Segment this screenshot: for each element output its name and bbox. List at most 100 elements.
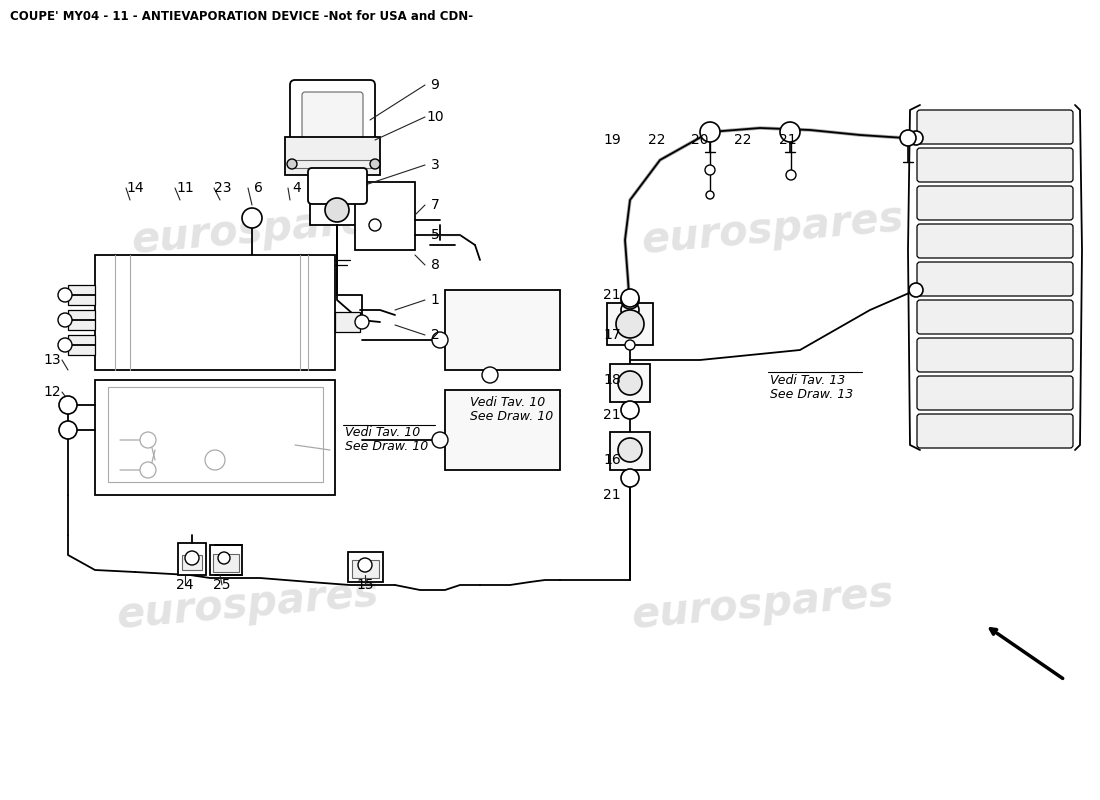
- Text: 10: 10: [426, 110, 443, 124]
- Circle shape: [618, 438, 642, 462]
- FancyBboxPatch shape: [917, 338, 1072, 372]
- Circle shape: [432, 332, 448, 348]
- Bar: [68, 335, 95, 355]
- Bar: [355, 182, 415, 250]
- Circle shape: [140, 462, 156, 478]
- Text: eurospares: eurospares: [630, 573, 895, 638]
- FancyBboxPatch shape: [917, 224, 1072, 258]
- FancyBboxPatch shape: [302, 92, 363, 138]
- Text: 17: 17: [603, 328, 620, 342]
- Text: 12: 12: [43, 385, 60, 399]
- Bar: [95, 255, 336, 370]
- Circle shape: [706, 191, 714, 199]
- Text: 5: 5: [430, 228, 439, 242]
- FancyBboxPatch shape: [290, 80, 375, 150]
- Circle shape: [242, 208, 262, 228]
- Text: Vedi Tav. 10: Vedi Tav. 10: [470, 395, 546, 409]
- Text: 4: 4: [293, 181, 301, 195]
- Text: Vedi Tav. 10: Vedi Tav. 10: [345, 426, 420, 438]
- Text: 25: 25: [213, 578, 231, 592]
- Bar: [610, 432, 650, 470]
- Text: 23: 23: [214, 181, 232, 195]
- Circle shape: [58, 288, 72, 302]
- Circle shape: [621, 289, 639, 307]
- Bar: [213, 554, 239, 572]
- Text: 24: 24: [176, 578, 194, 592]
- FancyBboxPatch shape: [917, 376, 1072, 410]
- Bar: [607, 303, 653, 345]
- Circle shape: [780, 122, 800, 142]
- Circle shape: [185, 551, 199, 565]
- Bar: [95, 380, 336, 495]
- Text: 14: 14: [126, 181, 144, 195]
- Bar: [348, 552, 383, 582]
- Bar: [610, 364, 650, 402]
- Circle shape: [140, 432, 156, 448]
- Circle shape: [358, 558, 372, 572]
- Bar: [68, 285, 95, 305]
- Bar: [446, 390, 560, 470]
- Text: Vedi Tav. 13: Vedi Tav. 13: [770, 374, 845, 386]
- FancyBboxPatch shape: [917, 148, 1072, 182]
- Text: 11: 11: [176, 181, 194, 195]
- Bar: [336, 312, 360, 332]
- Circle shape: [205, 450, 225, 470]
- Text: 21: 21: [603, 288, 620, 302]
- Text: 22: 22: [648, 133, 666, 147]
- Text: 1: 1: [430, 293, 439, 307]
- Circle shape: [909, 131, 923, 145]
- Circle shape: [625, 340, 635, 350]
- Text: 3: 3: [430, 158, 439, 172]
- Circle shape: [432, 432, 448, 448]
- Circle shape: [368, 219, 381, 231]
- Text: 21: 21: [779, 133, 796, 147]
- Circle shape: [287, 159, 297, 169]
- Circle shape: [621, 291, 639, 309]
- Circle shape: [900, 130, 916, 146]
- Circle shape: [324, 198, 349, 222]
- Circle shape: [621, 401, 639, 419]
- Text: 15: 15: [356, 578, 374, 592]
- FancyBboxPatch shape: [917, 414, 1072, 448]
- Text: 21: 21: [603, 408, 620, 422]
- Circle shape: [355, 315, 368, 329]
- FancyBboxPatch shape: [917, 262, 1072, 296]
- Circle shape: [621, 301, 639, 319]
- Text: 21: 21: [603, 488, 620, 502]
- Text: eurospares: eurospares: [640, 198, 905, 262]
- Text: 19: 19: [603, 133, 620, 147]
- Circle shape: [482, 367, 498, 383]
- Bar: [210, 545, 242, 575]
- Circle shape: [786, 170, 796, 180]
- Bar: [68, 310, 95, 330]
- FancyBboxPatch shape: [917, 110, 1072, 144]
- Bar: [310, 177, 365, 225]
- Text: 7: 7: [430, 198, 439, 212]
- Circle shape: [616, 310, 644, 338]
- Text: 13: 13: [43, 353, 60, 367]
- FancyBboxPatch shape: [308, 168, 367, 204]
- FancyBboxPatch shape: [917, 300, 1072, 334]
- FancyBboxPatch shape: [917, 186, 1072, 220]
- Bar: [446, 290, 560, 370]
- Circle shape: [909, 283, 923, 297]
- Circle shape: [59, 421, 77, 439]
- Text: 6: 6: [254, 181, 263, 195]
- Circle shape: [618, 371, 642, 395]
- Circle shape: [58, 338, 72, 352]
- Bar: [285, 137, 380, 175]
- Text: 16: 16: [603, 453, 620, 467]
- Text: 20: 20: [691, 133, 708, 147]
- Bar: [352, 560, 379, 578]
- Circle shape: [705, 165, 715, 175]
- Text: 22: 22: [735, 133, 751, 147]
- Text: 18: 18: [603, 373, 620, 387]
- Text: eurospares: eurospares: [130, 198, 396, 262]
- Circle shape: [700, 122, 720, 142]
- Circle shape: [621, 469, 639, 487]
- Circle shape: [59, 396, 77, 414]
- Text: See Draw. 10: See Draw. 10: [345, 441, 428, 454]
- Text: COUPE' MY04 - 11 - ANTIEVAPORATION DEVICE -Not for USA and CDN-: COUPE' MY04 - 11 - ANTIEVAPORATION DEVIC…: [10, 10, 473, 23]
- Text: 2: 2: [430, 328, 439, 342]
- Circle shape: [218, 552, 230, 564]
